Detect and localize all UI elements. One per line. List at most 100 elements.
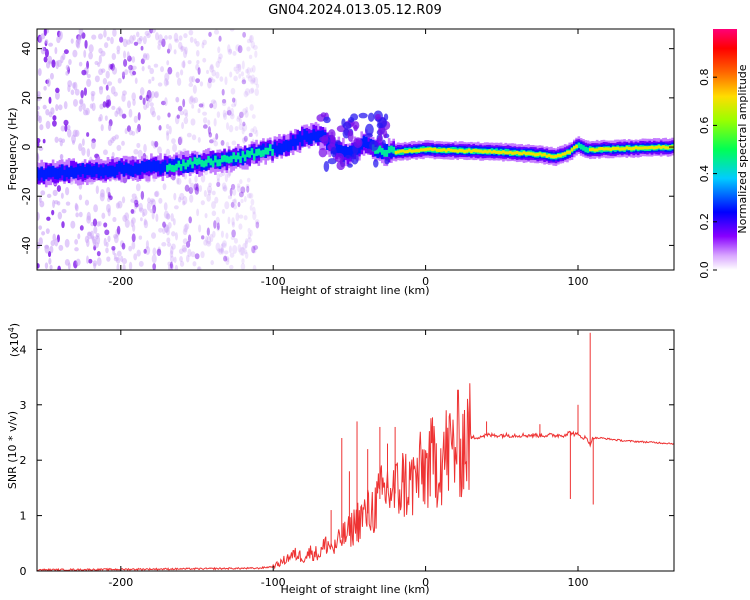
- noise-speckle: [46, 216, 51, 221]
- noise-speckle: [177, 105, 183, 112]
- ridge-blob: [366, 148, 372, 154]
- noise-speckle: [52, 115, 57, 121]
- noise-speckle: [230, 87, 236, 95]
- noise-speckle: [106, 203, 111, 213]
- noise-speckle: [177, 136, 183, 146]
- noise-speckle: [219, 76, 224, 82]
- ridge-segment: [310, 132, 313, 144]
- noise-speckle: [228, 124, 234, 133]
- ridge-segment: [552, 155, 556, 159]
- noise-speckle: [211, 69, 216, 77]
- noise-speckle: [96, 235, 101, 245]
- noise-speckle: [46, 193, 52, 199]
- noise-speckle: [202, 124, 208, 129]
- ridge-segment: [92, 165, 96, 177]
- noise-speckle: [44, 48, 49, 58]
- noise-speckle: [153, 191, 159, 197]
- noise-speckle: [193, 38, 197, 44]
- noise-speckle: [244, 238, 249, 245]
- noise-speckle: [183, 33, 188, 39]
- ridge-segment: [545, 154, 549, 158]
- ridge-segment: [182, 159, 185, 167]
- snr-panel: -200 -100 0 100 0 1 2 3 4 Height of straight li…: [6, 323, 675, 596]
- noise-speckle: [216, 111, 221, 118]
- noise-speckle: [224, 173, 229, 183]
- ridge-segment: [591, 147, 594, 151]
- noise-speckle: [90, 140, 96, 150]
- ridge-segment: [136, 163, 139, 175]
- noise-speckle: [121, 71, 126, 80]
- noise-speckle: [220, 140, 225, 146]
- noise-speckle: [41, 231, 46, 236]
- ridge-segment: [529, 152, 533, 156]
- noise-speckle: [205, 235, 209, 243]
- noise-speckle: [208, 132, 213, 138]
- ridge-segment: [518, 151, 521, 156]
- noise-speckle: [75, 39, 80, 48]
- noise-speckle: [190, 118, 196, 126]
- noise-speckle: [227, 195, 232, 200]
- noise-speckle: [231, 103, 236, 108]
- colorbar-tick-label: 0.4: [698, 165, 711, 183]
- noise-speckle: [131, 233, 136, 243]
- noise-speckle: [209, 64, 215, 73]
- noise-speckle: [207, 126, 212, 135]
- noise-speckle: [165, 130, 169, 136]
- noise-speckle: [49, 72, 54, 80]
- ridge-segment: [655, 145, 658, 150]
- ridge-segment: [550, 154, 553, 159]
- noise-speckle: [164, 72, 170, 82]
- ridge-blob: [374, 113, 381, 120]
- noise-speckle: [182, 49, 188, 58]
- noise-speckle: [163, 202, 168, 211]
- ridge-segment: [392, 146, 395, 154]
- noise-speckle: [212, 230, 216, 238]
- ridge-segment: [177, 160, 181, 168]
- noise-speckle: [179, 192, 185, 201]
- noise-speckle: [77, 233, 81, 240]
- noise-speckle: [55, 104, 59, 112]
- ridge-segment: [506, 151, 510, 155]
- noise-speckle: [247, 75, 253, 82]
- noise-speckle: [216, 225, 220, 232]
- noise-speckle: [68, 59, 72, 65]
- noise-speckle: [235, 212, 240, 222]
- ridge-blob: [365, 123, 374, 136]
- noise-speckle: [240, 186, 246, 194]
- ridge-segment: [511, 151, 514, 155]
- noise-speckle: [217, 46, 221, 54]
- noise-speckle: [86, 132, 90, 137]
- noise-speckle: [194, 253, 200, 260]
- ridge-segment: [296, 134, 299, 146]
- ridge-segment: [476, 149, 480, 153]
- noise-speckle: [216, 178, 220, 184]
- ridge-segment: [198, 157, 201, 165]
- noise-speckle: [241, 258, 245, 264]
- noise-speckle: [244, 249, 248, 255]
- ridge-blob: [327, 158, 337, 165]
- noise-speckle: [192, 261, 197, 267]
- noise-speckle: [198, 103, 204, 108]
- noise-speckle: [37, 211, 40, 221]
- ridge-segment: [412, 149, 416, 153]
- snr-x-axis-title: Height of straight line (km): [280, 583, 429, 596]
- snr-y-tick-label: 0: [20, 565, 27, 578]
- noise-speckle: [218, 53, 223, 60]
- spectrogram-y-axis-title: Frequency (Hz): [6, 108, 19, 191]
- ridge-segment: [543, 152, 546, 157]
- ridge-blob: [353, 124, 358, 132]
- noise-speckle: [128, 129, 133, 136]
- noise-speckle: [173, 205, 179, 210]
- noise-speckle: [164, 97, 168, 107]
- noise-speckle: [238, 123, 243, 131]
- noise-speckle: [227, 216, 231, 225]
- ridge-segment: [113, 166, 117, 178]
- ridge-segment: [104, 164, 107, 176]
- noise-speckle: [228, 245, 232, 254]
- noise-speckle: [96, 250, 101, 257]
- noise-speckle: [171, 231, 176, 237]
- ridge-segment: [508, 150, 512, 154]
- noise-speckle: [250, 41, 256, 49]
- ridge-segment: [390, 145, 393, 153]
- noise-speckle: [207, 119, 211, 126]
